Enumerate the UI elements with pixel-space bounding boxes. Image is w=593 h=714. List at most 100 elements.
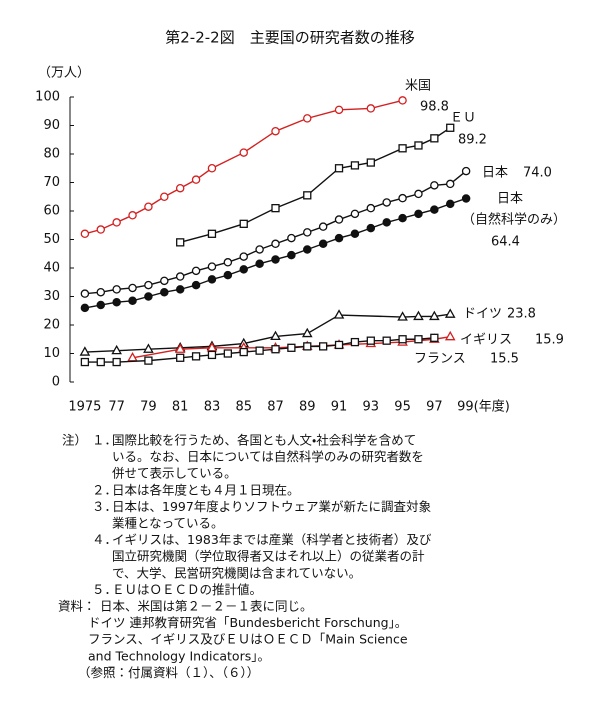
end-value-label: 89.2 xyxy=(458,133,487,148)
point xyxy=(80,357,90,367)
point xyxy=(414,141,423,150)
point xyxy=(318,239,328,249)
point xyxy=(430,134,439,143)
point xyxy=(144,202,153,211)
x-tick-label: 91 xyxy=(331,400,348,415)
point xyxy=(366,203,376,213)
point xyxy=(430,181,439,190)
point xyxy=(461,166,471,176)
point xyxy=(239,219,248,228)
note-number: ４． xyxy=(92,532,117,547)
series-line xyxy=(180,127,451,244)
series-line xyxy=(84,313,451,353)
y-tick-label: 60 xyxy=(43,204,60,219)
point xyxy=(398,96,407,105)
point xyxy=(255,259,264,268)
x-tick-label: 1975 xyxy=(68,400,101,415)
x-tick-label: 79 xyxy=(140,400,157,415)
y-tick-label: 20 xyxy=(43,318,60,333)
point xyxy=(112,297,121,307)
point xyxy=(334,233,344,243)
series-label: フランス xyxy=(414,352,466,367)
point xyxy=(207,275,217,284)
point xyxy=(223,258,233,267)
point xyxy=(96,287,106,297)
point xyxy=(271,203,280,213)
point xyxy=(287,233,296,243)
x-tick-label: 85 xyxy=(235,400,252,415)
point xyxy=(303,228,312,237)
series xyxy=(79,308,456,356)
end-value-label: 98.8 xyxy=(420,100,449,115)
x-tick-label: 97 xyxy=(426,400,443,415)
note-number: １． xyxy=(92,433,117,448)
point xyxy=(382,198,391,207)
source-line: ドイツ 連邦教育研究省「Bundesbericht Forschung」。 xyxy=(88,615,407,630)
point xyxy=(333,309,345,319)
series-line xyxy=(84,197,467,309)
point xyxy=(301,327,313,338)
note-line: 日本は、1997年度よりソフトウェア業が新たに調査対象 xyxy=(112,499,431,514)
point xyxy=(366,223,376,233)
series xyxy=(176,123,455,247)
series-note: （自然科学のみ） xyxy=(462,212,566,228)
y-tick-label: 80 xyxy=(43,147,60,162)
point xyxy=(334,105,344,115)
point xyxy=(191,266,201,276)
point xyxy=(191,352,201,361)
point xyxy=(444,308,456,318)
point xyxy=(303,114,312,123)
y-tick-label: 40 xyxy=(43,261,60,276)
point xyxy=(350,229,360,239)
point xyxy=(366,104,376,113)
series-label: 日本 xyxy=(497,192,523,207)
series-label: 日本 xyxy=(482,166,508,181)
note-line: で、大学、民営研究機関は含まれていない。 xyxy=(112,565,361,580)
point xyxy=(111,344,122,355)
point xyxy=(271,239,280,249)
point xyxy=(397,311,408,321)
point xyxy=(191,280,201,290)
point xyxy=(350,161,360,170)
point xyxy=(303,245,312,254)
series-line xyxy=(84,170,467,295)
point xyxy=(96,225,106,234)
note-line: ＥＵはＯＥＣＤの推計値。 xyxy=(112,582,262,597)
end-value-label: 15.9 xyxy=(535,333,564,348)
note-line: 業種となっている。 xyxy=(112,516,224,531)
point xyxy=(303,191,312,200)
point xyxy=(79,346,91,356)
point xyxy=(414,335,423,344)
point xyxy=(160,192,169,201)
point xyxy=(398,144,407,153)
point xyxy=(444,330,456,341)
x-tick-label: 93 xyxy=(363,400,380,415)
x-tick-label: 99(年度) xyxy=(457,399,510,415)
point xyxy=(287,343,296,352)
point xyxy=(430,333,439,342)
point xyxy=(366,336,375,345)
series xyxy=(80,333,439,367)
x-tick-label: 77 xyxy=(108,400,125,415)
point xyxy=(255,245,264,254)
point xyxy=(191,175,201,184)
point xyxy=(350,337,360,347)
source-reference: （参照：付属資料（１）、（６）） xyxy=(78,665,259,680)
point xyxy=(255,346,264,355)
note-number: ５． xyxy=(92,582,117,597)
note-number: ３． xyxy=(92,499,117,514)
y-tick-label: 70 xyxy=(43,175,60,190)
point xyxy=(128,296,137,306)
point xyxy=(128,211,137,220)
point xyxy=(112,218,121,227)
series-label: 米国 xyxy=(405,79,431,94)
y-tick-label: 10 xyxy=(43,346,60,361)
point xyxy=(334,164,344,173)
end-value-label: 15.5 xyxy=(490,352,519,367)
point xyxy=(414,209,423,219)
point xyxy=(207,229,217,238)
point xyxy=(239,252,248,261)
point xyxy=(176,238,185,247)
y-axis-label: （万人） xyxy=(38,66,90,81)
